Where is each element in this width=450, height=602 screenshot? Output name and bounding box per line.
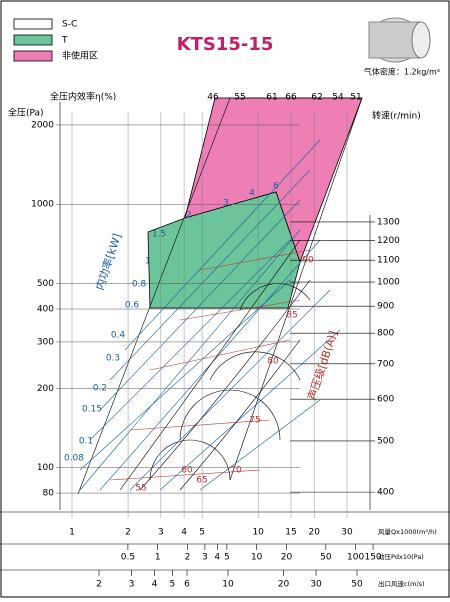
y-tick-label: 2000 — [31, 120, 54, 130]
noise-value: 85 — [286, 311, 297, 321]
x-tick-label: 3 — [129, 580, 135, 590]
noise-value: 80 — [267, 357, 279, 367]
x-axis-label: 风量Qx1000(m³/h) — [378, 528, 437, 536]
x-tick-label: 30 — [341, 528, 353, 538]
efficiency-value: 54 — [332, 93, 344, 103]
legend-label: T — [61, 36, 68, 46]
x-tick-label: 20 — [281, 553, 293, 563]
noise-value: 55 — [135, 484, 146, 494]
x-tick-label: 30 — [310, 580, 322, 590]
x-tick-label: 100 — [347, 553, 364, 563]
x-axis-label: 动压Pdx10(Pa) — [378, 553, 424, 561]
y-tick-label: 80 — [43, 489, 55, 499]
y-tick-label: 100 — [37, 463, 54, 473]
x-tick-label: 1 — [155, 553, 161, 563]
power-value: 0.6 — [125, 301, 140, 311]
x-tick-label: 0.5 — [121, 553, 135, 563]
curves — [77, 97, 363, 495]
y2-axis-label: 转速(r/min) — [372, 110, 421, 122]
chart-title: KTS15-15 — [177, 34, 274, 55]
y2-tick-label: 800 — [377, 329, 394, 339]
x-tick-label: 20 — [278, 580, 290, 590]
x-tick-label: 2 — [185, 553, 191, 563]
y2-tick-label: 700 — [377, 359, 394, 369]
x-axis-label: 出口风速c(m/s) — [378, 579, 425, 588]
noise-value: 60 — [181, 466, 193, 476]
power-value: 0.8 — [132, 280, 147, 290]
noise-value: 75 — [249, 416, 260, 426]
fan-icon — [368, 17, 431, 63]
power-value: 0.15 — [82, 405, 102, 415]
x-tick-label: 15 — [285, 528, 296, 538]
power-value: 0.08 — [64, 454, 84, 464]
legend-swatch — [13, 34, 53, 46]
x-tick-label: 10 — [222, 580, 234, 590]
noise-value: 90 — [302, 256, 314, 266]
x-tick-label: 10 — [252, 528, 264, 538]
y-tick-label: 300 — [37, 337, 54, 347]
efficiency-value: 66 — [285, 93, 297, 103]
power-value: 2 — [186, 211, 192, 221]
y2-tick-label: 1200 — [377, 236, 400, 246]
density-note: 气体密度：1.2kg/m³ — [364, 67, 440, 77]
legend-swatch — [13, 18, 53, 30]
x-tick-label: 50 — [351, 580, 363, 590]
y2-tick-label: 600 — [377, 395, 394, 405]
x-tick-label: 3 — [202, 553, 208, 563]
power-value: 4 — [249, 189, 255, 199]
y2-tick-label: 1100 — [377, 256, 400, 266]
x-tick-label: 2 — [125, 528, 131, 538]
power-value: 6 — [273, 182, 279, 192]
y2-tick-label: 1300 — [377, 217, 400, 227]
y2-tick-label: 400 — [377, 488, 394, 498]
x-tick-label: 1 — [69, 528, 75, 538]
x-tick-label: 10 — [251, 553, 263, 563]
efficiency-value: 61 — [266, 93, 277, 103]
t-region — [147, 191, 301, 309]
noise-value: 70 — [230, 466, 242, 476]
x-tick-label: 4 — [214, 553, 220, 563]
power-value: 0.2 — [93, 384, 107, 394]
power-value: 1.5 — [152, 230, 166, 240]
y-tick-label: 1000 — [31, 200, 54, 210]
x-tick-label: 5 — [224, 553, 230, 563]
y2-tick-label: 500 — [377, 436, 394, 446]
x-tick-label: 20 — [308, 528, 320, 538]
power-value: 1 — [145, 257, 151, 267]
legend-label: S-C — [62, 20, 77, 30]
power-value: 0.3 — [106, 354, 120, 364]
legend-label: 非使用区 — [62, 50, 98, 62]
power-value: 0.4 — [111, 331, 126, 341]
y-tick-label: 400 — [37, 305, 54, 315]
y2-tick-label: 900 — [377, 302, 394, 312]
efficiency-value: 46 — [207, 93, 219, 103]
x-tick-label: 5 — [199, 528, 205, 538]
x-tick-label: 2 — [96, 580, 102, 590]
x-tick-label: 150 — [364, 553, 381, 563]
power-value: 0.1 — [79, 437, 93, 447]
x-tick-label: 3 — [158, 528, 164, 538]
y-axis-label: 全压(Pa) — [8, 107, 44, 119]
y2-tick-label: 1000 — [377, 278, 400, 288]
x-tick-label: 4 — [152, 580, 158, 590]
efficiency-value: 51 — [350, 93, 361, 103]
efficiency-value: 55 — [234, 93, 245, 103]
power-value: 3 — [223, 199, 229, 209]
x-tick-label: 5 — [170, 580, 176, 590]
y-tick-label: 200 — [37, 384, 54, 394]
legend-swatch — [13, 50, 53, 62]
efficiency-value: 62 — [311, 93, 322, 103]
x-tick-label: 6 — [184, 580, 190, 590]
x-tick-label: 4 — [181, 528, 187, 538]
efficiency-label: 全压内效率η(%) — [50, 91, 116, 103]
y-tick-label: 500 — [37, 279, 54, 289]
x-tick-label: 50 — [320, 553, 332, 563]
